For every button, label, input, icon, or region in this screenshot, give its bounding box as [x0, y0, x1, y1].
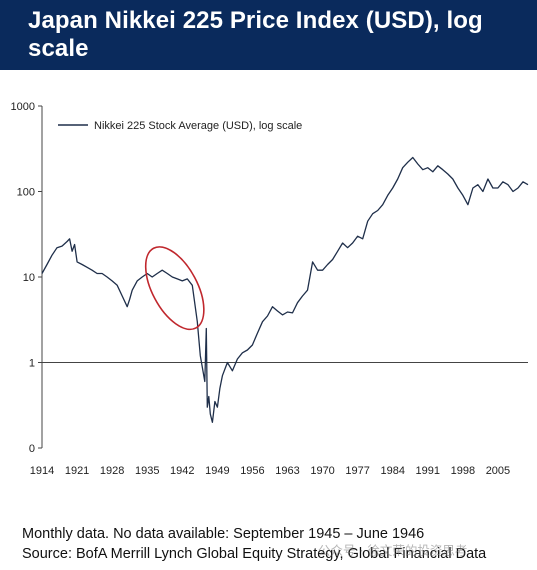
y-tick-label: 1000 — [11, 101, 35, 113]
y-tick-label: 1 — [29, 358, 35, 370]
series-line — [41, 156, 529, 423]
legend-label: Nikkei 225 Stock Average (USD), log scal… — [94, 120, 302, 132]
x-tick-label: 1977 — [345, 465, 369, 477]
y-tick-label: 0 — [29, 443, 35, 455]
x-tick-label: 1963 — [275, 465, 299, 477]
x-tick-label: 1998 — [451, 465, 475, 477]
legend: Nikkei 225 Stock Average (USD), log scal… — [58, 120, 302, 132]
annotation-layer — [144, 246, 205, 331]
y-tick-label: 100 — [17, 187, 35, 199]
highlight-ellipse — [144, 246, 205, 331]
x-tick-label: 1970 — [310, 465, 334, 477]
y-tick-label: 10 — [23, 272, 35, 284]
x-tick-label: 1921 — [65, 465, 89, 477]
chart-title: Japan Nikkei 225 Price Index (USD), log … — [28, 7, 483, 62]
footnote-source: Source: BofA Merrill Lynch Global Equity… — [22, 546, 487, 562]
x-tick-label: 1935 — [135, 465, 159, 477]
x-tick-label: 1942 — [170, 465, 194, 477]
title-banner: Japan Nikkei 225 Price Index (USD), log … — [0, 0, 537, 70]
watermark: 公众号 · 徐文荣的投资思考 — [318, 543, 468, 558]
series-layer — [41, 156, 529, 423]
x-tick-label: 1949 — [205, 465, 229, 477]
x-tick-label: 2005 — [486, 465, 510, 477]
x-tick-label: 1956 — [240, 465, 264, 477]
x-tick-label: 1928 — [100, 465, 124, 477]
x-tick-label: 1991 — [416, 465, 440, 477]
footnote-data-note: Monthly data. No data available: Septemb… — [22, 526, 425, 542]
x-tick-label: 1914 — [30, 465, 54, 477]
x-tick-label: 1984 — [380, 465, 404, 477]
